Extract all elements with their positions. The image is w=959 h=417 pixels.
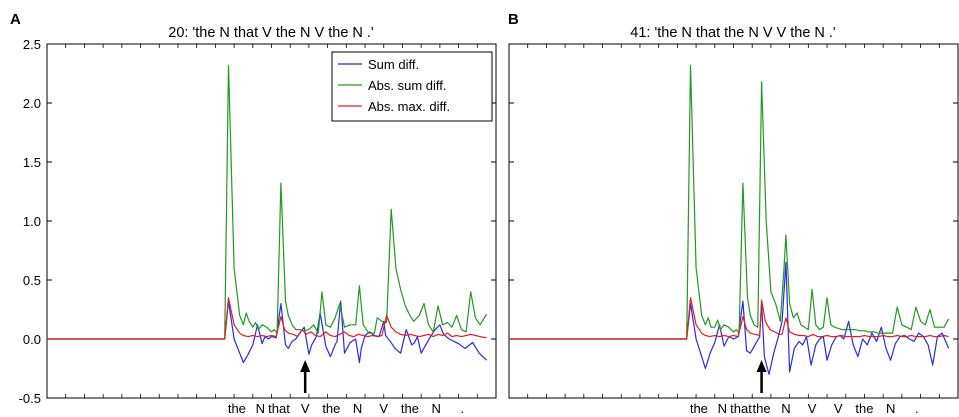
y-tick-label: 1.0 (23, 214, 41, 229)
x-tick-label: the (401, 401, 419, 416)
series-line-abs-sum-diff-b (509, 64, 950, 340)
x-tick-label: N (781, 401, 790, 416)
panel-b: B 41: 'the N that the N V V the N .' the… (508, 11, 959, 416)
x-tick-label: V (834, 401, 843, 416)
arrow-marker-b (756, 360, 767, 393)
y-tick-label: 2.0 (23, 96, 41, 111)
x-tick-label: the (690, 401, 708, 416)
y-tick-label: 0.5 (23, 273, 41, 288)
x-tick-label: N (256, 401, 265, 416)
panel-label-b: B (508, 11, 519, 28)
legend: Sum diff. Abs. sum diff. Abs. max. diff. (331, 51, 493, 122)
chart-title-a: 20: 'the N that V the N V the N .' (168, 25, 374, 41)
x-tick-label: V (379, 401, 388, 416)
plot-frame-b (508, 43, 959, 399)
y-tick-label: 2.5 (23, 37, 41, 52)
series-line-sum-diff-b (509, 261, 950, 375)
x-tick-label: V (808, 401, 817, 416)
legend-label-abs-max-diff: Abs. max. diff. (368, 99, 450, 114)
x-tick-label: the (228, 401, 246, 416)
series-line-abs-max-diff-a (47, 297, 487, 340)
y-axis-b (509, 43, 958, 399)
x-tick-label: N (718, 401, 727, 416)
panel-a: A 20: 'the N that V the N V the N .' -0.… (10, 11, 497, 416)
y-tick-label: 0.0 (23, 332, 41, 347)
y-axis-a: -0.5 0.0 0.5 1.0 1.5 2.0 2.5 (19, 37, 496, 406)
series-lines-a (47, 64, 488, 364)
arrow-head (300, 360, 311, 372)
arrow-head (756, 360, 767, 372)
x-tick-label: N (431, 401, 440, 416)
series-line-sum-diff-a (47, 300, 488, 364)
legend-label-abs-sum-diff: Abs. sum diff. (368, 78, 447, 93)
y-tick-label: -0.5 (19, 391, 41, 406)
x-tick-label: N (353, 401, 362, 416)
legend-label-sum-diff: Sum diff. (368, 57, 419, 72)
x-tick-label: . (915, 401, 919, 416)
x-tick-label: . (461, 401, 465, 416)
series-lines-b (509, 64, 950, 375)
x-tick-label: that (268, 401, 290, 416)
x-tick-label: the (322, 401, 340, 416)
x-tick-label: that (730, 401, 752, 416)
series-line-abs-sum-diff-a (47, 64, 488, 340)
arrow-marker-a (300, 360, 311, 393)
x-tick-label: the (855, 401, 873, 416)
x-tick-label: the (753, 401, 771, 416)
series-line-abs-max-diff-b (509, 297, 949, 340)
x-tick-label: N (886, 401, 895, 416)
chart-title-b: 41: 'the N that the N V V the N .' (630, 25, 836, 41)
y-tick-label: 1.5 (23, 155, 41, 170)
x-tick-label: V (301, 401, 310, 416)
panel-label-a: A (10, 11, 21, 28)
